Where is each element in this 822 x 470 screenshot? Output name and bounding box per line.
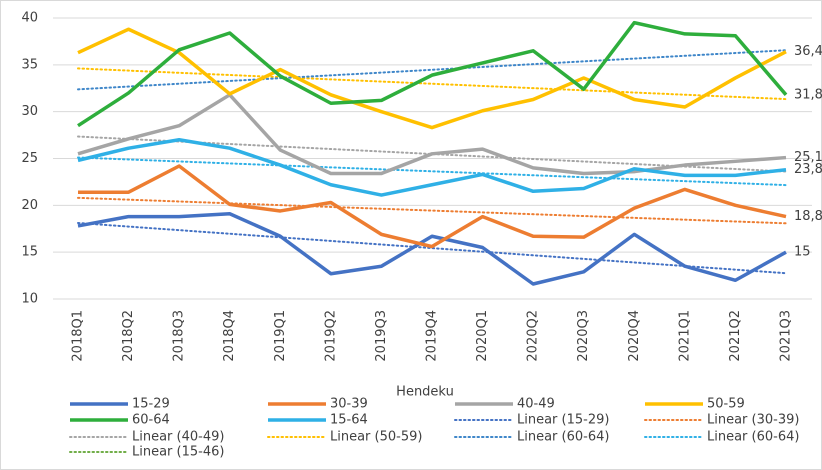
legend-label: Linear (60-64) xyxy=(517,430,609,445)
trendline xyxy=(77,67,787,101)
x-tick-label: 2021Q1 xyxy=(677,310,692,362)
x-tick-label: 2019Q1 xyxy=(273,310,288,362)
series-line xyxy=(77,27,787,130)
trendline xyxy=(77,156,787,187)
legend-label: 60-64 xyxy=(132,413,170,428)
legend-label: 15-64 xyxy=(330,413,368,428)
x-tick-label: 2020Q4 xyxy=(627,310,642,362)
y-tick-label: 25 xyxy=(21,151,38,166)
legend-label: 15-29 xyxy=(132,397,170,412)
series-line xyxy=(77,20,788,128)
legend-label: Linear (50-59) xyxy=(330,430,422,445)
y-tick-label: 35 xyxy=(21,57,38,72)
trendline xyxy=(77,49,787,91)
x-tick-label: 2021Q3 xyxy=(779,310,794,362)
legend-label: Linear (40-49) xyxy=(132,430,224,445)
x-tick-label: 2019Q2 xyxy=(323,310,338,362)
y-tick-label: 10 xyxy=(21,292,38,307)
data-label: 36,4 xyxy=(794,44,822,59)
x-tick-label: 2020Q2 xyxy=(526,310,541,362)
x-tick-label: 2018Q3 xyxy=(172,310,187,362)
data-label: 31,8 xyxy=(794,87,822,102)
series-line xyxy=(77,138,787,197)
x-tick-label: 2018Q4 xyxy=(222,310,237,362)
series-line xyxy=(77,212,787,286)
y-tick-label: 15 xyxy=(21,245,38,260)
x-tick-label: 2020Q1 xyxy=(475,310,490,362)
legend-label: 30-39 xyxy=(330,397,368,412)
legend-label: 50-59 xyxy=(707,397,745,412)
x-axis-title: Hendeku xyxy=(396,385,454,400)
legend-label: Linear (15-46) xyxy=(132,445,224,460)
series-line xyxy=(77,93,787,176)
y-tick-label: 40 xyxy=(21,11,38,26)
legend-label: Linear (30-39) xyxy=(707,413,799,428)
data-label: 25,1 xyxy=(794,150,822,165)
x-tick-label: 2021Q2 xyxy=(728,310,743,362)
legend-label: Linear (15-29) xyxy=(517,413,609,428)
x-tick-label: 2018Q2 xyxy=(121,310,136,362)
x-tick-label: 2019Q3 xyxy=(374,310,389,362)
data-label: 18,8 xyxy=(794,209,822,224)
series-line xyxy=(78,164,787,249)
legend-label: Linear (60-64) xyxy=(707,430,799,445)
legend-label: 40-49 xyxy=(517,397,555,412)
data-label: 23,8 xyxy=(794,162,822,177)
y-tick-label: 30 xyxy=(21,104,38,119)
y-tick-label: 20 xyxy=(21,198,38,213)
x-tick-label: 2019Q4 xyxy=(425,310,440,362)
trendline xyxy=(77,196,787,225)
x-tick-label: 2018Q1 xyxy=(71,310,86,362)
data-label: 15 xyxy=(794,245,811,260)
x-tick-label: 2020Q3 xyxy=(576,310,591,362)
